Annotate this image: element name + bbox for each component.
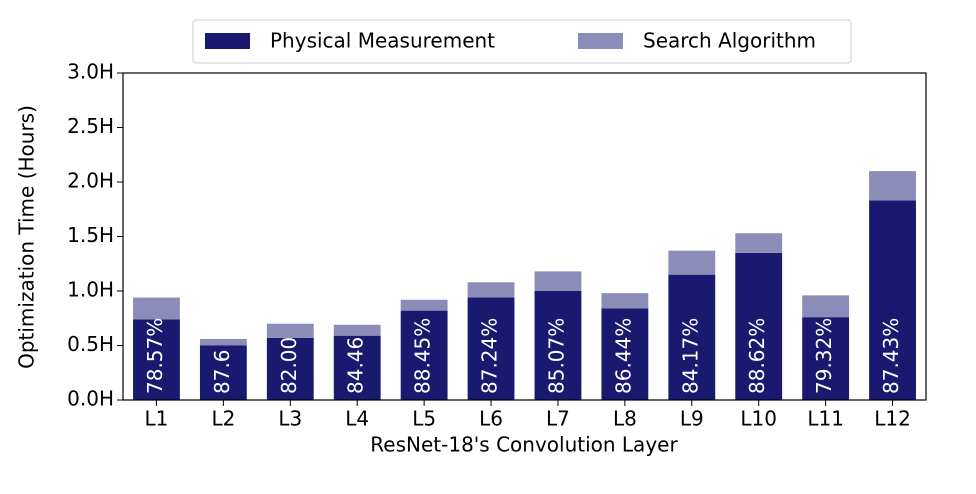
bar-segment <box>601 308 649 400</box>
bar-label: 84.46 <box>344 337 368 394</box>
x-tick-label: L8 <box>613 407 637 431</box>
x-tick-label: L2 <box>211 407 235 431</box>
bar-segment <box>133 319 180 400</box>
y-tick-label: 1.0H <box>67 278 114 302</box>
bar-segment <box>735 233 783 253</box>
bar-segment <box>668 250 716 275</box>
x-tick-label: L6 <box>479 407 503 431</box>
bar-segment <box>333 324 381 336</box>
legend-label: Physical Measurement <box>270 29 495 53</box>
bar-label: 86.44% <box>611 318 635 394</box>
bar-segment <box>869 171 916 201</box>
x-tick-label: L3 <box>278 407 302 431</box>
bar-label: 88.45% <box>411 318 435 394</box>
bar-segment <box>735 252 783 400</box>
legend-box <box>192 19 852 64</box>
bar-segment <box>869 200 916 400</box>
x-axis-title: ResNet-18's Convolution Layer <box>370 433 678 457</box>
y-tick-label: 0.0H <box>67 387 114 411</box>
bar-segment <box>601 293 649 309</box>
bar-label: 87.43% <box>879 318 903 394</box>
x-tick-label: L9 <box>680 407 704 431</box>
bar-segment <box>400 299 448 311</box>
bar-segment <box>534 291 582 400</box>
y-axis-title: Optimization Time (Hours) <box>15 105 39 369</box>
x-tick-label: L7 <box>546 407 570 431</box>
x-tick-label: L10 <box>740 407 777 431</box>
bar-segment <box>802 295 850 318</box>
y-tick-label: 1.5H <box>67 223 114 247</box>
bar-segment <box>133 297 180 320</box>
y-tick-label: 0.5H <box>67 332 114 356</box>
x-tick-label: L4 <box>345 407 369 431</box>
bar-segment <box>199 345 247 400</box>
x-tick-label: L12 <box>874 407 911 431</box>
y-tick-label: 3.0H <box>67 60 114 84</box>
bar-segment <box>266 337 314 400</box>
bar-segment <box>333 335 381 400</box>
plot-frame <box>122 72 927 401</box>
bar-segment <box>467 282 515 298</box>
bar-segment <box>199 338 247 346</box>
bar-label: 78.57% <box>143 318 167 394</box>
bar-segment <box>534 271 582 291</box>
legend-swatch <box>205 33 250 49</box>
y-tick-label: 2.5H <box>67 114 114 138</box>
bar-label: 79.32% <box>812 318 836 394</box>
bar-label: 87.6 <box>210 349 234 394</box>
bar-segment <box>802 317 850 400</box>
bar-label: 87.24% <box>478 318 502 394</box>
bar-label: 82.00 <box>277 337 301 394</box>
bar-segment <box>668 274 716 400</box>
bar-label: 88.62% <box>745 318 769 394</box>
bar-label: 85.07% <box>544 318 568 394</box>
legend-label: Search Algorithm <box>643 29 816 53</box>
bar-segment <box>400 310 448 400</box>
bar-label: 84.17% <box>678 318 702 394</box>
bar-segment <box>467 297 515 400</box>
x-tick-label: L1 <box>145 407 169 431</box>
legend-swatch <box>578 33 623 49</box>
y-tick-label: 2.0H <box>67 169 114 193</box>
x-tick-label: L5 <box>412 407 436 431</box>
bar-segment <box>266 323 314 338</box>
x-tick-label: L11 <box>807 407 844 431</box>
